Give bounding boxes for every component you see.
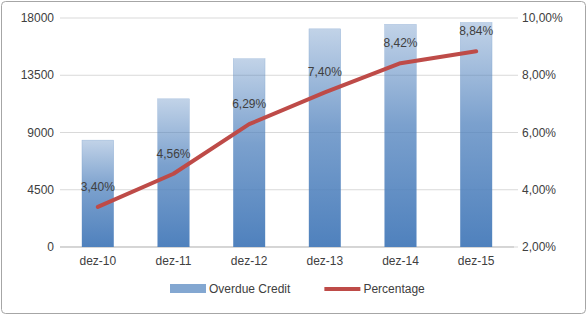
data-label: 3,40% (81, 180, 115, 194)
data-label: 8,84% (459, 24, 493, 38)
grid-line (60, 18, 514, 19)
legend-label: Overdue Credit (209, 282, 291, 296)
y2-tick-label: 4,00% (522, 183, 556, 197)
x-tick-label: dez-11 (156, 254, 192, 268)
chart-frame (2, 2, 586, 314)
data-labels: 3,40% 4,56% 6,29% 7,40% 8,42% 8,84% (81, 24, 494, 194)
bar (385, 24, 417, 247)
y2-tick (514, 75, 518, 76)
grid-line (60, 189, 514, 190)
y-tick-label: 9000 (27, 126, 54, 140)
bar (233, 59, 265, 247)
y-tick-label: 18000 (21, 11, 55, 25)
line (98, 51, 476, 207)
data-label: 4,56% (156, 147, 190, 161)
data-label: 6,29% (232, 97, 266, 111)
bar (309, 29, 341, 247)
x-axis (60, 247, 514, 248)
grid-line (60, 132, 514, 133)
y2-tick-label: 2,00% (522, 240, 556, 254)
y-tick-label: 0 (47, 240, 54, 254)
data-label: 8,42% (383, 36, 417, 50)
x-tick-label: dez-12 (231, 254, 268, 268)
y2-tick (514, 189, 518, 190)
chart-container: 0 4500 9000 13500 18000 2,00% 4,00% 6,00% 8,00% 1… (0, 0, 587, 315)
y2-tick (514, 18, 518, 19)
y2-tick-label: 6,00% (522, 126, 556, 140)
y2-tick-label: 10,00% (522, 11, 563, 25)
x-tick-label: dez-10 (79, 254, 116, 268)
grid-line (60, 75, 514, 76)
legend-swatch (324, 287, 360, 291)
legend: Overdue Credit Percentage (170, 282, 425, 296)
x-tick-label: dez-13 (306, 254, 343, 268)
y2-tick-label: 8,00% (522, 68, 556, 82)
legend-label: Percentage (363, 282, 425, 296)
y-tick-label: 4500 (27, 183, 54, 197)
y2-tick (514, 132, 518, 133)
data-label: 7,40% (308, 65, 342, 79)
legend-swatch (170, 284, 206, 293)
plot-marks (82, 22, 492, 247)
bar (460, 22, 492, 247)
x-tick-label: dez-15 (458, 254, 495, 268)
grid-line (60, 247, 514, 248)
x-tick-label: dez-14 (382, 254, 419, 268)
y-tick-label: 13500 (21, 68, 55, 82)
y2-tick (514, 247, 518, 248)
chart-svg: 0 4500 9000 13500 18000 2,00% 4,00% 6,00% 8,00% 1… (0, 0, 587, 315)
